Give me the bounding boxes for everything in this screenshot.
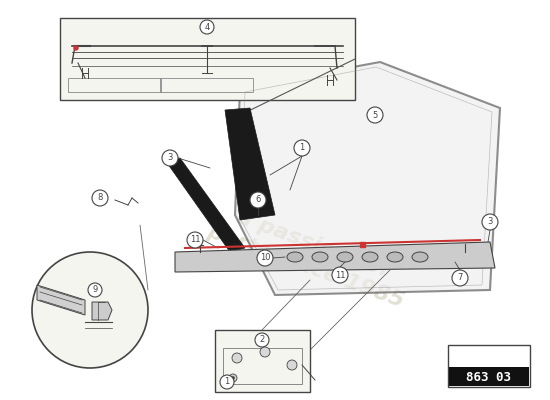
- Circle shape: [88, 283, 102, 297]
- Circle shape: [32, 252, 148, 368]
- Polygon shape: [92, 302, 112, 320]
- Text: 9: 9: [92, 286, 98, 294]
- FancyBboxPatch shape: [449, 367, 529, 386]
- Text: 863 03: 863 03: [466, 371, 512, 384]
- Circle shape: [229, 374, 237, 382]
- Circle shape: [74, 46, 78, 50]
- Circle shape: [260, 347, 270, 357]
- Circle shape: [255, 333, 269, 347]
- Circle shape: [452, 270, 468, 286]
- Polygon shape: [37, 285, 85, 315]
- Circle shape: [187, 232, 203, 248]
- Text: 4: 4: [205, 22, 210, 32]
- Circle shape: [257, 250, 273, 266]
- Circle shape: [294, 140, 310, 156]
- Text: a passion for
parts since 1985: a passion for parts since 1985: [205, 199, 415, 311]
- Ellipse shape: [387, 252, 403, 262]
- Text: 11: 11: [335, 270, 345, 280]
- Circle shape: [482, 214, 498, 230]
- FancyBboxPatch shape: [60, 18, 355, 100]
- Circle shape: [332, 267, 348, 283]
- Polygon shape: [225, 108, 275, 220]
- Polygon shape: [165, 158, 245, 252]
- Circle shape: [287, 360, 297, 370]
- Circle shape: [232, 353, 242, 363]
- Ellipse shape: [287, 252, 303, 262]
- Text: 10: 10: [260, 254, 270, 262]
- FancyBboxPatch shape: [448, 345, 530, 387]
- Polygon shape: [175, 242, 495, 272]
- FancyBboxPatch shape: [360, 242, 365, 247]
- Circle shape: [200, 20, 214, 34]
- Text: 3: 3: [167, 154, 173, 162]
- Text: 11: 11: [190, 236, 200, 244]
- Text: 7: 7: [457, 274, 463, 282]
- Text: 6: 6: [255, 196, 261, 204]
- Ellipse shape: [312, 252, 328, 262]
- Text: 3: 3: [487, 218, 493, 226]
- Circle shape: [250, 192, 266, 208]
- Text: 8: 8: [97, 194, 103, 202]
- Ellipse shape: [337, 252, 353, 262]
- Text: 5: 5: [372, 110, 378, 120]
- Ellipse shape: [362, 252, 378, 262]
- Circle shape: [220, 375, 234, 389]
- FancyBboxPatch shape: [215, 330, 310, 392]
- Circle shape: [232, 376, 234, 380]
- Circle shape: [162, 150, 178, 166]
- Circle shape: [92, 190, 108, 206]
- Text: 1: 1: [224, 378, 230, 386]
- Ellipse shape: [412, 252, 428, 262]
- Polygon shape: [235, 62, 500, 295]
- Circle shape: [367, 107, 383, 123]
- Text: 1: 1: [299, 144, 305, 152]
- Text: 2: 2: [260, 336, 265, 344]
